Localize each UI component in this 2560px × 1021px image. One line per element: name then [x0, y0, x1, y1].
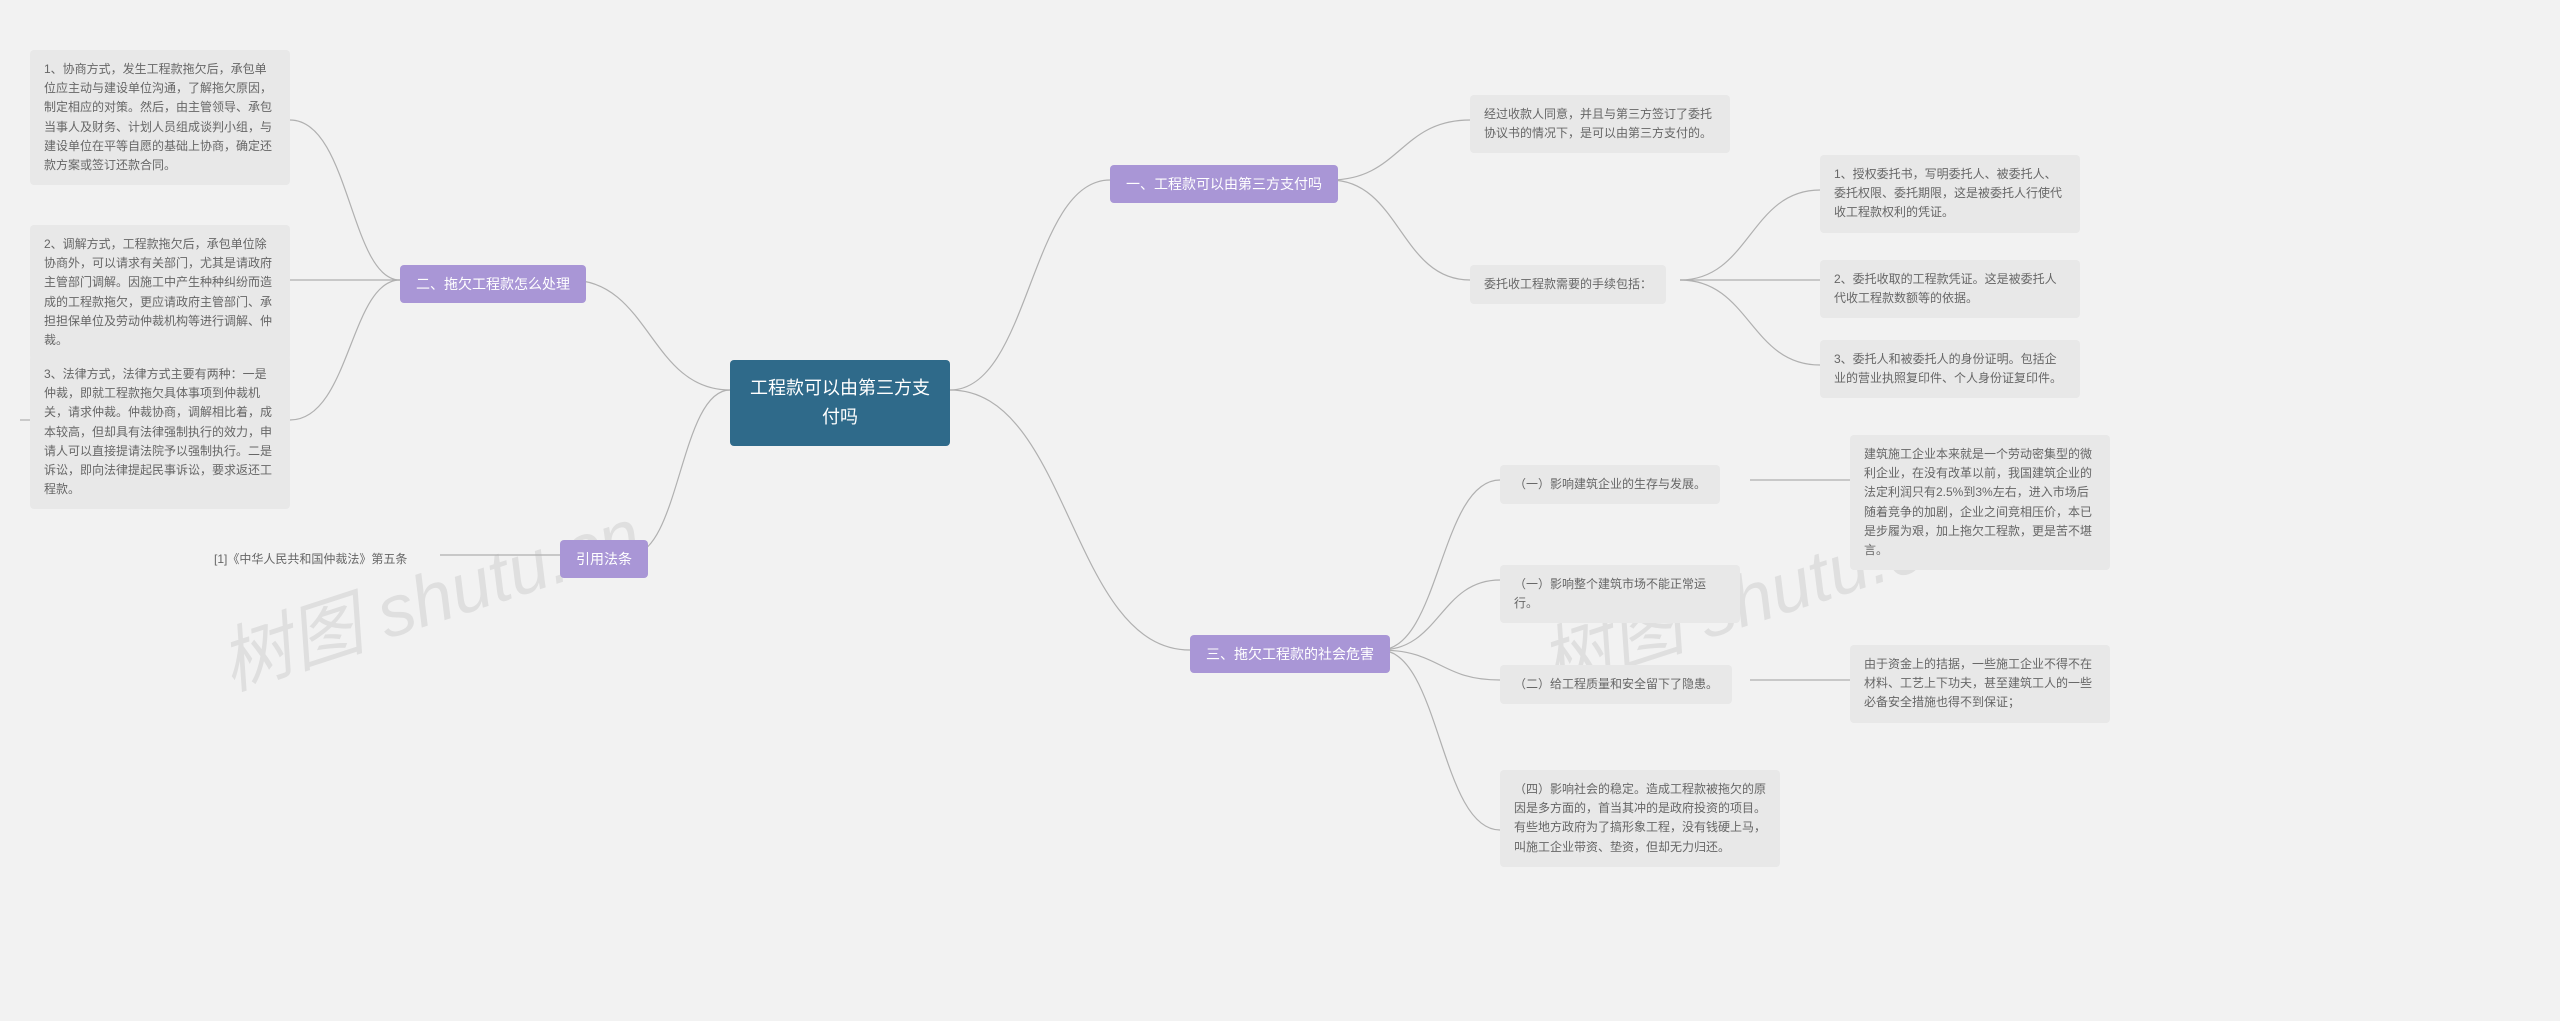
leaf-3-1-1: 建筑施工企业本来就是一个劳动密集型的微利企业，在没有改革以前，我国建筑企业的法定…	[1850, 435, 2110, 570]
connectors	[0, 0, 2560, 1021]
branch-2: 二、拖欠工程款怎么处理	[400, 265, 586, 303]
branch-3: 三、拖欠工程款的社会危害	[1190, 635, 1390, 673]
leaf-1-2: 委托收工程款需要的手续包括：	[1470, 265, 1666, 304]
leaf-3-4: （四）影响社会的稳定。造成工程款被拖欠的原因是多方面的，首当其冲的是政府投资的项…	[1500, 770, 1780, 867]
branch-4: 引用法条	[560, 540, 648, 578]
leaf-1-2-1: 1、授权委托书，写明委托人、被委托人、委托权限、委托期限，这是被委托人行使代收工…	[1820, 155, 2080, 233]
leaf-3-3: （二）给工程质量和安全留下了隐患。	[1500, 665, 1732, 704]
branch-1: 一、工程款可以由第三方支付吗	[1110, 165, 1338, 203]
leaf-4-1: [1]《中华人民共和国仲裁法》第五条	[200, 540, 421, 579]
leaf-2-1: 1、协商方式，发生工程款拖欠后，承包单位应主动与建设单位沟通，了解拖欠原因，制定…	[30, 50, 290, 185]
root-node: 工程款可以由第三方支付吗	[730, 360, 950, 446]
leaf-3-3-1: 由于资金上的拮据，一些施工企业不得不在材料、工艺上下功夫，甚至建筑工人的一些必备…	[1850, 645, 2110, 723]
leaf-1-2-2: 2、委托收取的工程款凭证。这是被委托人代收工程款数额等的依据。	[1820, 260, 2080, 318]
leaf-1-2-3: 3、委托人和被委托人的身份证明。包括企业的营业执照复印件、个人身份证复印件。	[1820, 340, 2080, 398]
leaf-2-3: 3、法律方式，法律方式主要有两种：一是仲裁，即就工程款拖欠具体事项到仲裁机关，请…	[30, 355, 290, 509]
leaf-1-1: 经过收款人同意，并且与第三方签订了委托协议书的情况下，是可以由第三方支付的。	[1470, 95, 1730, 153]
leaf-3-1: （一）影响建筑企业的生存与发展。	[1500, 465, 1720, 504]
leaf-3-2: （一）影响整个建筑市场不能正常运行。	[1500, 565, 1740, 623]
watermark-left: 树图 shutu.cn	[204, 475, 651, 710]
leaf-2-2: 2、调解方式，工程款拖欠后，承包单位除协商外，可以请求有关部门，尤其是请政府主管…	[30, 225, 290, 360]
